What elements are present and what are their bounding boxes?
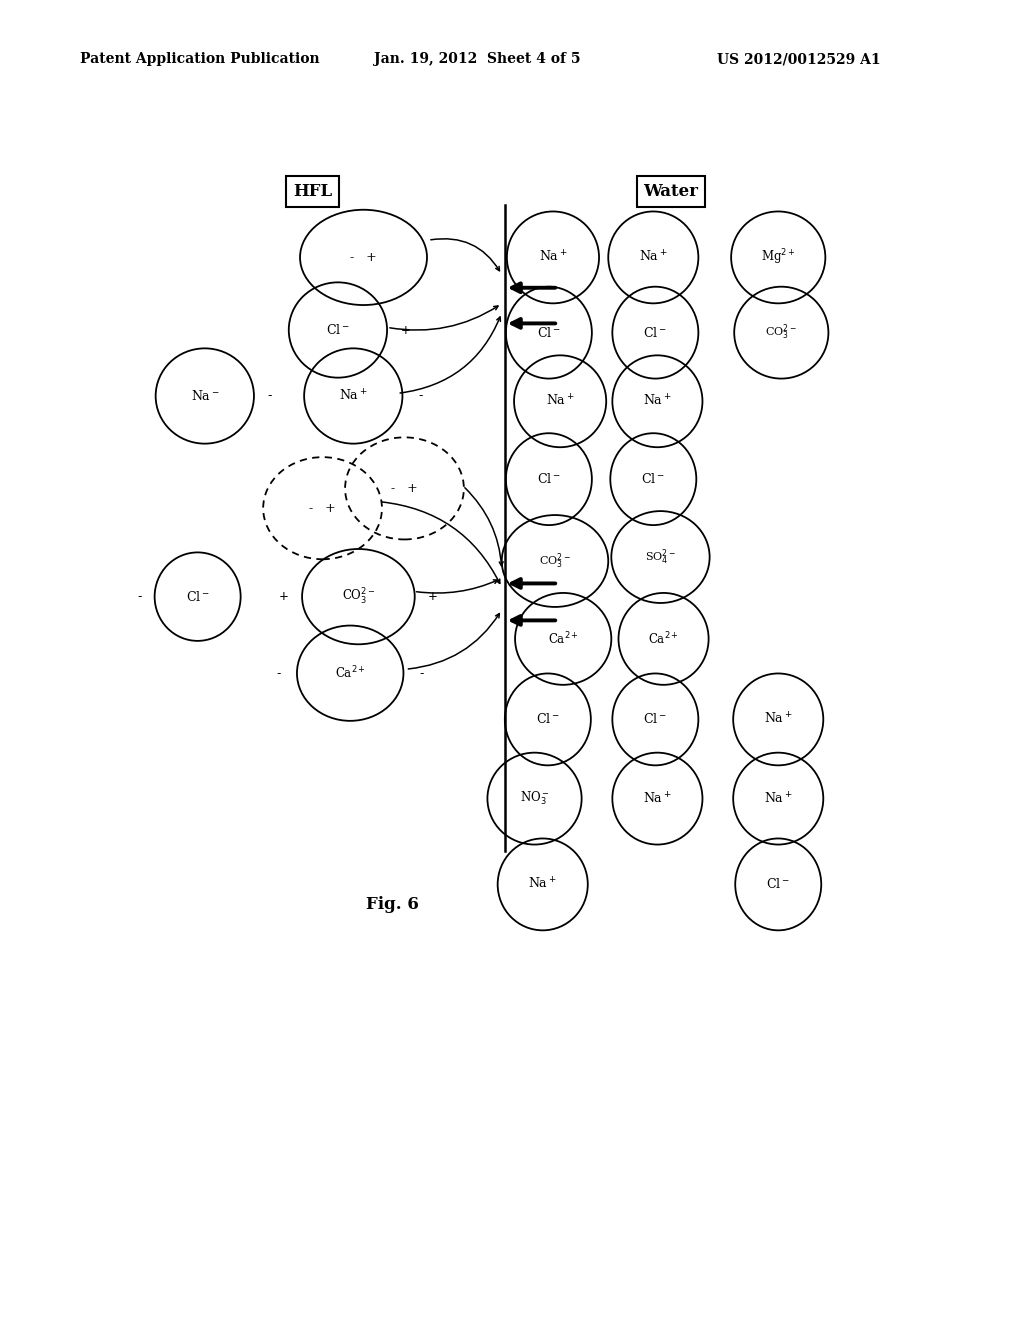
Text: CO$_3^{2-}$: CO$_3^{2-}$ [342,586,375,607]
Text: Na$^+$: Na$^+$ [643,393,672,409]
FancyArrowPatch shape [409,614,500,669]
Text: +: + [400,323,411,337]
FancyArrowPatch shape [382,502,500,583]
Text: CO$_3^{2-}$: CO$_3^{2-}$ [539,552,571,570]
Text: -: - [419,389,423,403]
Text: Ca$^{2+}$: Ca$^{2+}$ [335,665,366,681]
Text: -: - [420,667,424,680]
Text: -   +: - + [350,251,377,264]
Text: Cl$^-$: Cl$^-$ [326,323,350,337]
Text: Na$^-$: Na$^-$ [190,389,219,403]
Text: Cl$^-$: Cl$^-$ [537,473,561,486]
Text: Na$^+$: Na$^+$ [764,791,793,807]
Text: Fig. 6: Fig. 6 [366,896,419,912]
Text: -: - [276,667,281,680]
Text: -   +: - + [391,482,418,495]
Text: Na$^+$: Na$^+$ [643,791,672,807]
Text: Cl$^-$: Cl$^-$ [185,590,210,603]
Text: Na$^+$: Na$^+$ [539,249,567,265]
Text: Na$^+$: Na$^+$ [639,249,668,265]
Text: SO$_4^{2-}$: SO$_4^{2-}$ [645,548,676,566]
Text: Na$^+$: Na$^+$ [339,388,368,404]
Text: Mg$^{2+}$: Mg$^{2+}$ [761,248,796,267]
FancyArrowPatch shape [431,239,500,271]
Text: HFL: HFL [293,183,332,199]
Text: Ca$^{2+}$: Ca$^{2+}$ [548,631,579,647]
Text: Na$^+$: Na$^+$ [546,393,574,409]
Text: Na$^+$: Na$^+$ [764,711,793,727]
Text: Water: Water [643,183,698,199]
FancyArrowPatch shape [417,579,498,593]
Text: +: + [279,590,289,603]
Text: +: + [428,590,438,603]
Text: Cl$^-$: Cl$^-$ [641,473,666,486]
Text: Ca$^{2+}$: Ca$^{2+}$ [648,631,679,647]
FancyArrowPatch shape [465,487,503,566]
Text: Cl$^-$: Cl$^-$ [537,326,561,339]
Text: NO$_3^-$: NO$_3^-$ [520,789,549,808]
Text: Na$^+$: Na$^+$ [528,876,557,892]
Text: Cl$^-$: Cl$^-$ [643,713,668,726]
Text: -   +: - + [309,502,336,515]
Text: -: - [137,590,141,603]
Text: Cl$^-$: Cl$^-$ [766,878,791,891]
Text: CO$_3^{2-}$: CO$_3^{2-}$ [765,323,798,342]
FancyArrowPatch shape [390,306,498,330]
Text: Jan. 19, 2012  Sheet 4 of 5: Jan. 19, 2012 Sheet 4 of 5 [374,53,581,66]
Text: Patent Application Publication: Patent Application Publication [80,53,319,66]
FancyArrowPatch shape [400,317,501,393]
Text: US 2012/0012529 A1: US 2012/0012529 A1 [717,53,881,66]
Text: -: - [267,389,271,403]
Text: Cl$^-$: Cl$^-$ [536,713,560,726]
Text: Cl$^-$: Cl$^-$ [643,326,668,339]
